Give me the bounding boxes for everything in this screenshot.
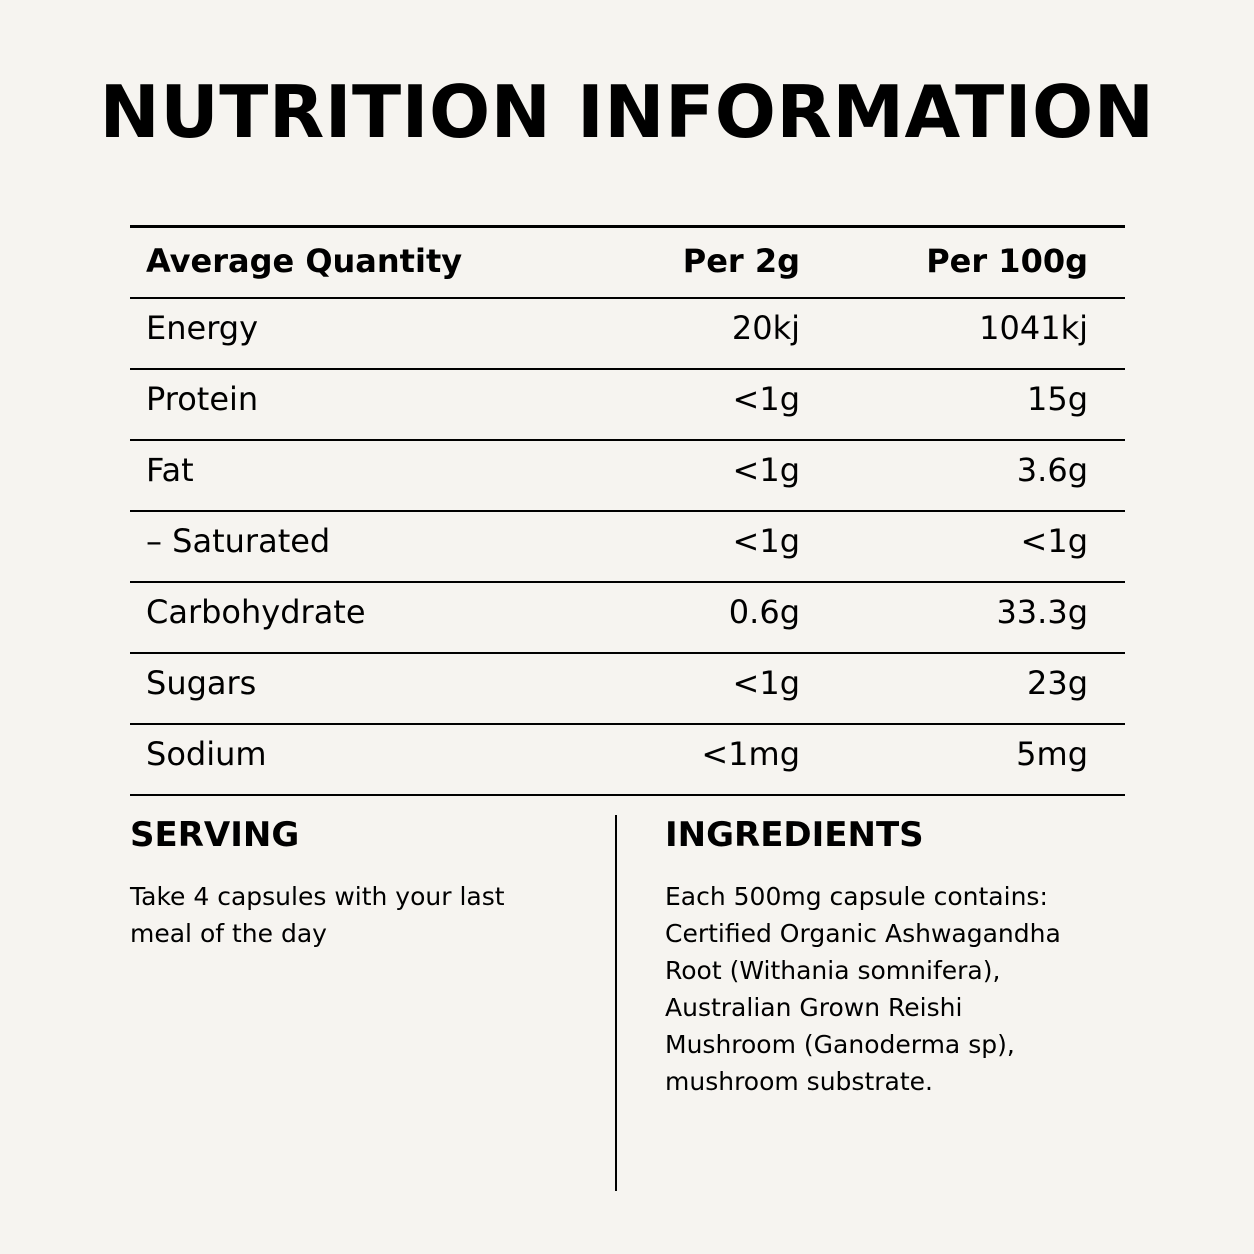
ingredients-line: Mushroom (Ganoderma sp), (665, 1030, 1015, 1059)
table-row: Fat <1g 3.6g (130, 441, 1125, 512)
nutrient-name: – Saturated (146, 522, 331, 560)
serving-line: Take 4 capsules with your last (130, 882, 505, 911)
per-2g-value: <1mg (701, 735, 800, 773)
per-100g-value: <1g (1020, 522, 1088, 560)
per-100g-value: 1041kj (979, 309, 1088, 347)
nutrient-name: Sugars (146, 664, 257, 702)
nutrient-name: Energy (146, 309, 259, 347)
ingredients-text: Each 500mg capsule contains: Certified O… (665, 878, 1061, 1100)
nutrient-name: Carbohydrate (146, 593, 366, 631)
serving-line: meal of the day (130, 919, 327, 948)
ingredients-heading: INGREDIENTS (665, 815, 924, 855)
per-2g-value: <1g (732, 522, 800, 560)
per-2g-value: 20kj (731, 309, 800, 347)
nutrient-name: Sodium (146, 735, 267, 773)
page-title: NUTRITION INFORMATION (99, 70, 1155, 154)
table-row: Carbohydrate 0.6g 33.3g (130, 583, 1125, 654)
table-row: Sodium <1mg 5mg (130, 725, 1125, 796)
per-100g-value: 23g (1026, 664, 1088, 702)
column-header-per-2g: Per 2g (682, 242, 800, 280)
column-header-average-quantity: Average Quantity (146, 242, 463, 280)
section-divider (615, 815, 617, 1191)
per-2g-value: <1g (732, 380, 800, 418)
ingredients-line: Each 500mg capsule contains: (665, 882, 1048, 911)
per-100g-value: 33.3g (996, 593, 1088, 631)
per-2g-value: <1g (732, 664, 800, 702)
ingredients-line: Australian Grown Reishi (665, 993, 963, 1022)
table-row: – Saturated <1g <1g (130, 512, 1125, 583)
table-row: Protein <1g 15g (130, 370, 1125, 441)
nutrient-name: Fat (146, 451, 194, 489)
nutrition-table: Average Quantity Per 2g Per 100g Energy … (130, 225, 1125, 796)
table-row: Energy 20kj 1041kj (130, 299, 1125, 370)
serving-text: Take 4 capsules with your last meal of t… (130, 878, 505, 952)
ingredients-line: mushroom substrate. (665, 1067, 933, 1096)
per-2g-value: 0.6g (728, 593, 800, 631)
nutrient-name: Protein (146, 380, 259, 418)
per-100g-value: 5mg (1016, 735, 1088, 773)
ingredients-line: Certified Organic Ashwagandha (665, 919, 1061, 948)
per-2g-value: <1g (732, 451, 800, 489)
column-header-per-100g: Per 100g (926, 242, 1088, 280)
per-100g-value: 15g (1026, 380, 1088, 418)
table-row: Sugars <1g 23g (130, 654, 1125, 725)
per-100g-value: 3.6g (1016, 451, 1088, 489)
serving-heading: SERVING (130, 815, 300, 855)
ingredients-line: Root (Withania somnifera), (665, 956, 1001, 985)
table-header-row: Average Quantity Per 2g Per 100g (130, 228, 1125, 299)
